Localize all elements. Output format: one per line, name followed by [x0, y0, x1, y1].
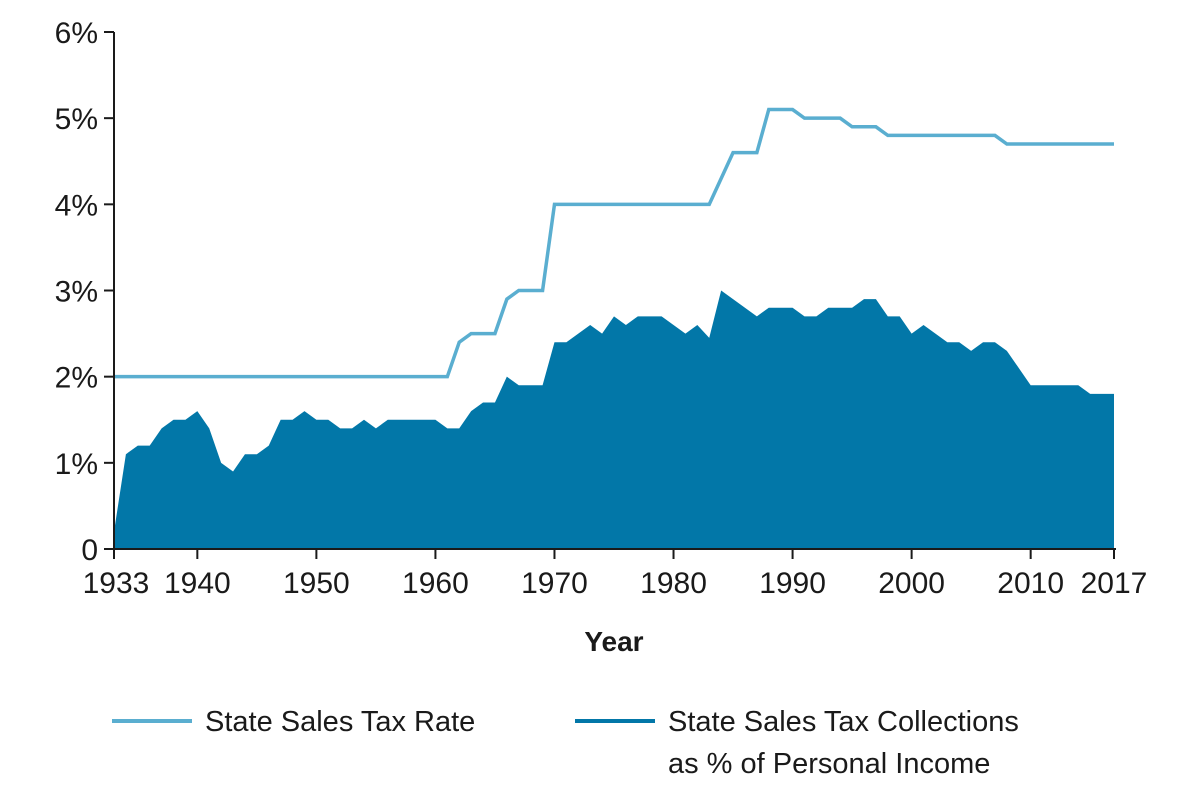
x-tick-label: 2000: [878, 567, 945, 600]
y-tick-label: 5%: [55, 103, 98, 136]
y-tick-label: 2%: [55, 362, 98, 395]
legend-label-collections-line2: as % of Personal Income: [668, 748, 991, 780]
legend-label-tax-rate: State Sales Tax Rate: [205, 706, 476, 738]
x-tick-label: 1980: [640, 567, 707, 600]
x-tick-label: 1933: [83, 567, 150, 600]
ticks: 0 1% 2% 3% 4% 5% 6% 1933 1940 1950 1960 1970 1980 199…: [55, 17, 1148, 600]
x-tick-label: 1970: [521, 567, 588, 600]
y-tick-label: 1%: [55, 448, 98, 481]
x-tick-label: 1960: [402, 567, 469, 600]
legend-swatch-collections: [575, 719, 655, 723]
x-axis-title: Year: [584, 626, 643, 657]
x-tick-label: 1950: [283, 567, 350, 600]
y-tick-label: 0: [81, 534, 98, 567]
series-line-tax-rate: [114, 107, 1114, 379]
x-tick-label: 1940: [164, 567, 231, 600]
series-area-collections: [114, 290, 1114, 549]
y-tick-label: 6%: [55, 17, 98, 50]
x-tick-label: 2017: [1081, 567, 1148, 600]
x-tick-label: 2010: [997, 567, 1064, 600]
tax-rate-line-layer: [114, 107, 1114, 379]
legend-swatch-tax-rate: [112, 719, 192, 723]
legend-label-collections-line1: State Sales Tax Collections: [668, 706, 1019, 738]
x-tick-label: 1990: [759, 567, 826, 600]
y-tick-label: 3%: [55, 276, 98, 309]
collections-area-layer: [114, 290, 1114, 549]
y-tick-label: 4%: [55, 189, 98, 222]
